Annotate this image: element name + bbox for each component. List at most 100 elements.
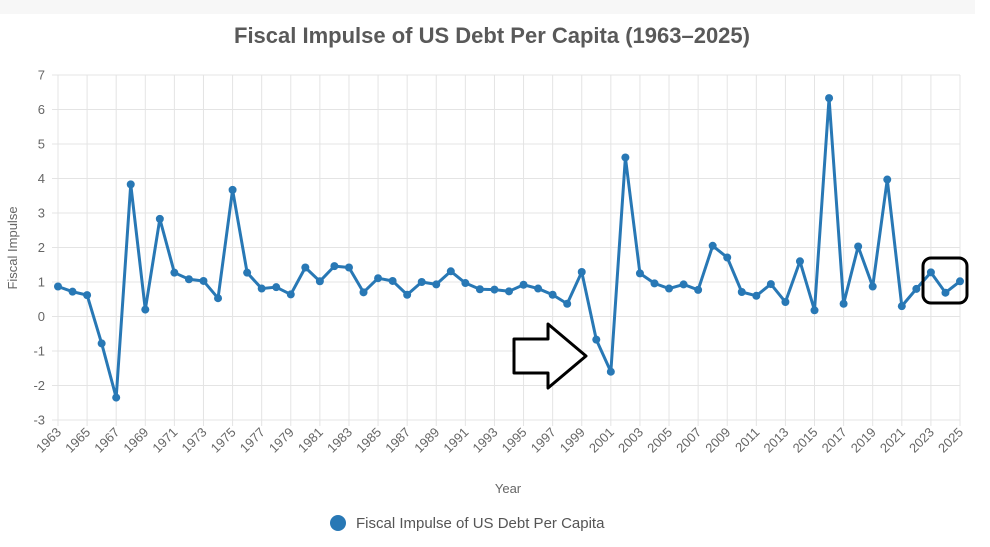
data-point[interactable]	[126, 180, 135, 189]
data-point[interactable]	[563, 299, 572, 308]
data-point[interactable]	[403, 290, 412, 299]
data-point[interactable]	[432, 280, 441, 289]
data-point[interactable]	[941, 288, 950, 297]
y-tick-label: -3	[33, 413, 45, 428]
data-point[interactable]	[359, 288, 368, 297]
data-point[interactable]	[301, 263, 310, 272]
data-point[interactable]	[257, 284, 266, 293]
data-point[interactable]	[650, 279, 659, 288]
y-tick-label: 2	[38, 240, 45, 255]
annotation-arrow	[512, 322, 588, 390]
data-point[interactable]	[272, 283, 281, 292]
y-tick-label: 3	[38, 206, 45, 221]
data-point[interactable]	[606, 367, 615, 376]
data-point[interactable]	[83, 291, 92, 300]
x-tick-label: 2023	[906, 425, 937, 456]
data-point[interactable]	[461, 279, 470, 288]
data-point[interactable]	[708, 241, 717, 250]
x-tick-label: 2017	[819, 425, 850, 456]
data-point[interactable]	[374, 274, 383, 283]
data-point[interactable]	[184, 275, 193, 284]
x-tick-label: 1985	[353, 425, 384, 456]
data-point[interactable]	[214, 294, 223, 303]
y-tick-label: -1	[33, 344, 45, 359]
data-point[interactable]	[810, 306, 819, 315]
y-tick-label: 5	[38, 137, 45, 152]
x-tick-label: 2005	[644, 425, 675, 456]
data-point[interactable]	[417, 278, 426, 286]
data-point[interactable]	[112, 393, 121, 402]
data-point[interactable]	[679, 280, 688, 289]
data-point[interactable]	[635, 269, 644, 278]
data-point[interactable]	[446, 267, 455, 276]
data-point[interactable]	[854, 242, 863, 251]
x-tick-label: 1983	[324, 425, 355, 456]
data-point[interactable]	[243, 268, 252, 277]
data-point[interactable]	[388, 276, 397, 285]
y-tick-label: 6	[38, 102, 45, 117]
data-point[interactable]	[490, 285, 499, 294]
x-tick-label: 1967	[91, 425, 122, 456]
y-axis-ticks: -3 -2 -1 0 1 2 3 4 5 6 7	[33, 68, 45, 428]
data-point[interactable]	[170, 268, 179, 277]
x-tick-label: 1965	[62, 425, 93, 456]
data-point[interactable]	[868, 282, 877, 291]
data-point[interactable]	[592, 335, 601, 344]
x-tick-label: 2001	[586, 425, 617, 456]
legend[interactable]: Fiscal Impulse of US Debt Per Capita	[330, 515, 605, 532]
x-tick-label: 2007	[673, 425, 704, 456]
data-point[interactable]	[737, 288, 746, 297]
data-point[interactable]	[926, 268, 935, 277]
data-point[interactable]	[141, 305, 150, 314]
data-point[interactable]	[956, 277, 964, 286]
data-point[interactable]	[228, 185, 237, 194]
data-point[interactable]	[825, 94, 834, 103]
data-point[interactable]	[97, 339, 106, 348]
x-tick-label: 2021	[877, 425, 908, 456]
data-point[interactable]	[199, 276, 208, 285]
data-point[interactable]	[766, 280, 775, 289]
data-point[interactable]	[694, 285, 703, 294]
data-point[interactable]	[839, 299, 848, 308]
data-points	[54, 94, 964, 402]
data-point[interactable]	[315, 277, 324, 286]
data-point[interactable]	[505, 287, 513, 296]
data-point[interactable]	[548, 290, 557, 299]
data-point[interactable]	[912, 284, 921, 293]
data-point[interactable]	[897, 302, 906, 311]
x-tick-label: 2019	[848, 425, 879, 456]
x-axis-ticks: 1963196519671969197119731975197719791981…	[33, 425, 966, 456]
data-point[interactable]	[330, 262, 339, 271]
x-tick-label: 1997	[528, 425, 559, 456]
data-point[interactable]	[54, 282, 62, 291]
x-tick-label: 1989	[411, 425, 442, 456]
x-tick-label: 1979	[266, 425, 297, 456]
x-tick-label: 1977	[237, 425, 268, 456]
data-point[interactable]	[577, 267, 586, 276]
x-tick-label: 2003	[615, 425, 646, 456]
data-point[interactable]	[475, 285, 484, 294]
x-tick-label: 2015	[790, 425, 821, 456]
y-tick-label: 0	[38, 309, 45, 324]
x-tick-label: 1981	[295, 425, 326, 456]
data-point[interactable]	[723, 253, 732, 262]
data-point[interactable]	[344, 263, 353, 272]
y-tick-label: 7	[38, 68, 45, 83]
x-tick-label: 1963	[33, 425, 64, 456]
data-point[interactable]	[155, 214, 164, 223]
data-point[interactable]	[621, 153, 630, 162]
data-point[interactable]	[781, 298, 790, 307]
data-point[interactable]	[795, 257, 804, 266]
data-point[interactable]	[519, 280, 528, 289]
data-point[interactable]	[665, 284, 674, 293]
data-point[interactable]	[534, 284, 543, 293]
data-point[interactable]	[752, 291, 761, 300]
legend-marker	[330, 515, 346, 531]
data-point[interactable]	[286, 290, 295, 299]
data-point[interactable]	[883, 175, 892, 184]
chart-title: Fiscal Impulse of US Debt Per Capita (19…	[234, 23, 750, 48]
x-tick-label: 1993	[470, 425, 501, 456]
x-tick-label: 1969	[120, 425, 151, 456]
data-point[interactable]	[68, 287, 77, 296]
